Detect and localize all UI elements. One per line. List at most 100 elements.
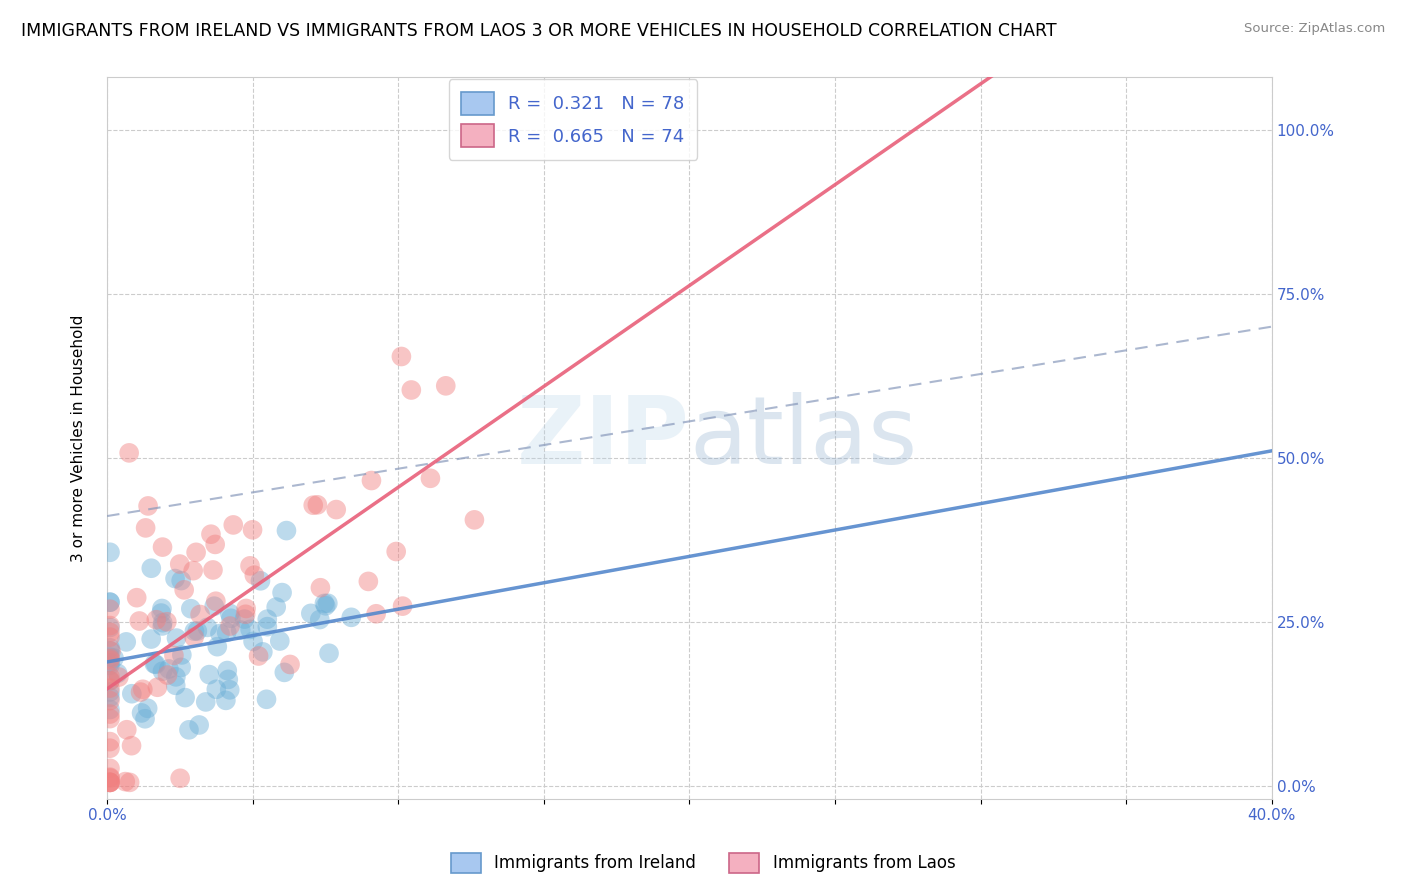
Point bbox=[165, 670, 187, 684]
Point bbox=[200, 527, 222, 541]
Point bbox=[163, 572, 186, 586]
Point bbox=[98, 673, 121, 688]
Point bbox=[217, 673, 239, 687]
Point bbox=[314, 596, 336, 610]
Point bbox=[276, 524, 298, 538]
Point bbox=[98, 602, 121, 616]
Point bbox=[222, 517, 245, 532]
Point bbox=[188, 718, 211, 732]
Point bbox=[98, 702, 121, 716]
Point bbox=[100, 644, 122, 658]
Y-axis label: 3 or more Vehicles in Household: 3 or more Vehicles in Household bbox=[72, 314, 86, 562]
Point bbox=[166, 631, 188, 645]
Point bbox=[219, 611, 242, 625]
Point bbox=[170, 648, 193, 662]
Point bbox=[150, 601, 173, 615]
Point bbox=[217, 664, 239, 678]
Point bbox=[208, 626, 231, 640]
Point bbox=[136, 499, 159, 513]
Point bbox=[184, 545, 207, 559]
Point bbox=[129, 685, 152, 699]
Point bbox=[229, 623, 252, 637]
Point bbox=[98, 545, 121, 559]
Point bbox=[98, 658, 121, 673]
Point bbox=[132, 682, 155, 697]
Point bbox=[307, 498, 329, 512]
Point bbox=[163, 648, 186, 663]
Point bbox=[98, 712, 121, 726]
Point bbox=[146, 680, 169, 694]
Point bbox=[98, 707, 121, 722]
Point bbox=[125, 591, 148, 605]
Point bbox=[271, 585, 294, 599]
Point bbox=[205, 682, 228, 697]
Point bbox=[360, 474, 382, 488]
Point bbox=[143, 657, 166, 671]
Point bbox=[318, 646, 340, 660]
Point bbox=[98, 775, 121, 789]
Point bbox=[204, 537, 226, 551]
Point bbox=[242, 634, 264, 648]
Point bbox=[419, 471, 441, 485]
Point bbox=[264, 600, 287, 615]
Point bbox=[269, 634, 291, 648]
Point bbox=[118, 446, 141, 460]
Point bbox=[152, 540, 174, 554]
Point bbox=[121, 739, 143, 753]
Point bbox=[98, 693, 121, 707]
Point bbox=[183, 624, 205, 639]
Point bbox=[98, 640, 121, 655]
Point bbox=[177, 723, 200, 737]
Point bbox=[173, 582, 195, 597]
Point bbox=[188, 607, 211, 622]
Point bbox=[218, 607, 240, 621]
Point bbox=[183, 630, 205, 644]
Point bbox=[180, 601, 202, 615]
Point bbox=[98, 651, 121, 665]
Point bbox=[152, 665, 174, 679]
Point bbox=[135, 521, 157, 535]
Point bbox=[131, 706, 153, 720]
Point bbox=[165, 678, 187, 692]
Point bbox=[141, 632, 163, 646]
Point bbox=[316, 596, 339, 610]
Point bbox=[256, 612, 278, 626]
Point bbox=[98, 644, 121, 658]
Point bbox=[98, 670, 121, 684]
Point bbox=[174, 690, 197, 705]
Point bbox=[150, 606, 173, 620]
Text: IMMIGRANTS FROM IRELAND VS IMMIGRANTS FROM LAOS 3 OR MORE VEHICLES IN HOUSEHOLD : IMMIGRANTS FROM IRELAND VS IMMIGRANTS FR… bbox=[21, 22, 1057, 40]
Point bbox=[98, 734, 121, 748]
Point bbox=[235, 601, 257, 615]
Point bbox=[243, 568, 266, 582]
Point bbox=[170, 660, 193, 674]
Point bbox=[98, 625, 121, 640]
Point bbox=[315, 599, 337, 613]
Point bbox=[233, 612, 256, 626]
Point bbox=[98, 775, 121, 789]
Point bbox=[170, 574, 193, 588]
Point bbox=[157, 662, 180, 676]
Point bbox=[98, 771, 121, 785]
Point bbox=[194, 695, 217, 709]
Point bbox=[98, 681, 121, 695]
Point bbox=[218, 682, 240, 697]
Point bbox=[434, 379, 457, 393]
Point bbox=[389, 350, 412, 364]
Point bbox=[98, 630, 121, 644]
Point bbox=[252, 645, 274, 659]
Point bbox=[401, 383, 423, 397]
Point bbox=[198, 667, 221, 681]
Point bbox=[302, 498, 325, 512]
Point bbox=[201, 563, 224, 577]
Point bbox=[366, 607, 388, 621]
Point bbox=[242, 523, 264, 537]
Point bbox=[385, 544, 408, 558]
Point bbox=[156, 615, 179, 629]
Point bbox=[202, 599, 225, 614]
Point bbox=[256, 620, 278, 634]
Point bbox=[98, 650, 121, 665]
Point bbox=[107, 666, 129, 681]
Point bbox=[98, 673, 121, 688]
Point bbox=[103, 651, 125, 665]
